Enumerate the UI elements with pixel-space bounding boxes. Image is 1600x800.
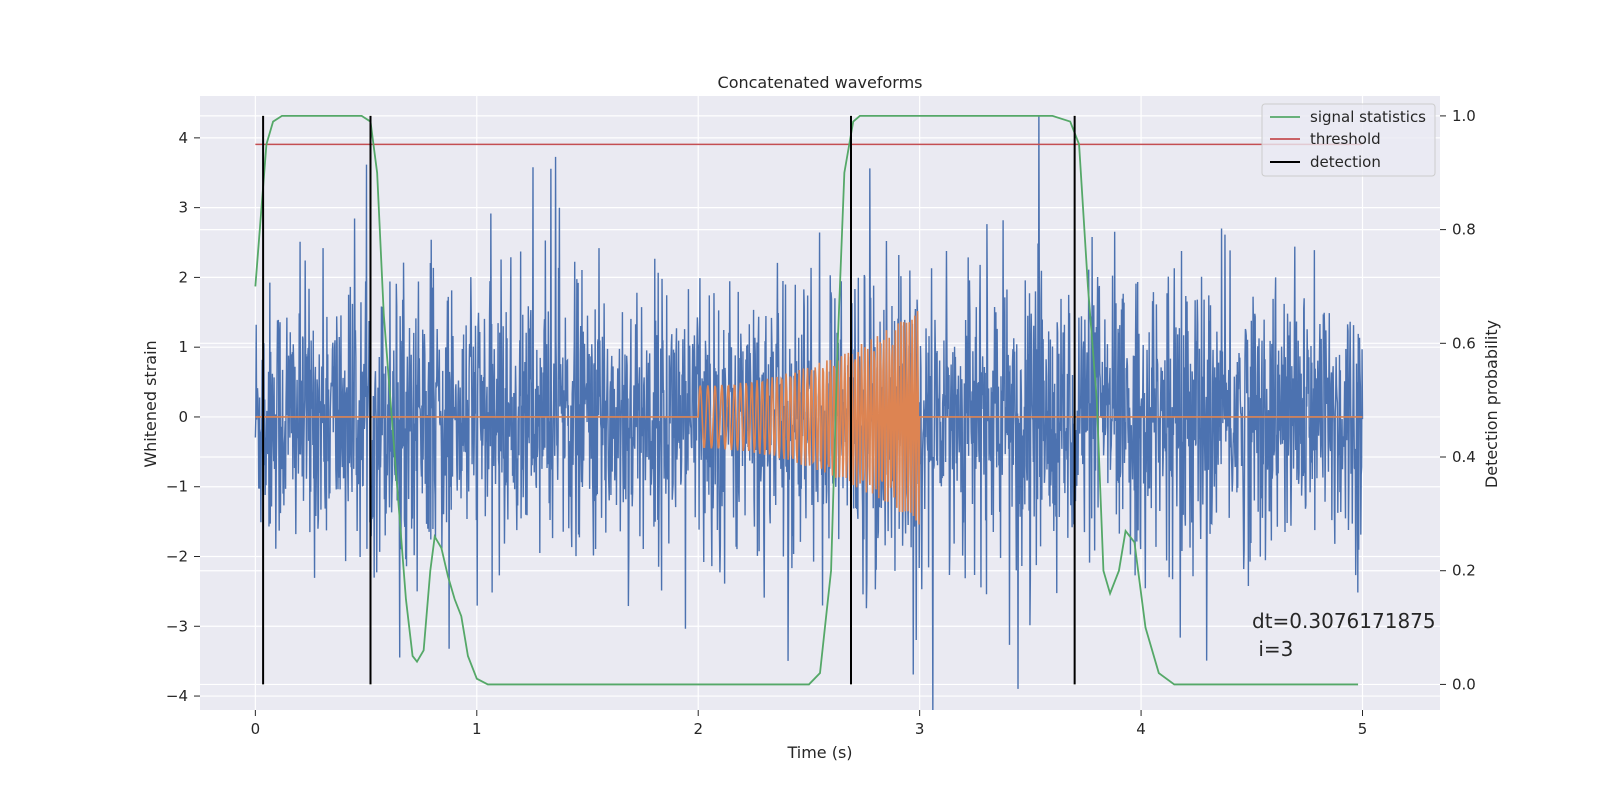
detection-series [262,115,1076,685]
x-tick-label: 5 [1358,720,1368,738]
y2-tick-label: 0.4 [1452,448,1476,466]
y-axis-ticks: −4 −3 −2 −1 0 1 2 3 4 [166,129,200,705]
dt-annotation: dt=0.3076171875 i=3 [1252,609,1436,661]
y-tick-label: 3 [178,199,188,217]
y-tick-label: 0 [178,408,188,426]
y2-tick-label: 0.2 [1452,562,1476,580]
y2-tick-label: 0.0 [1452,675,1476,693]
y-tick-label: −1 [166,478,188,496]
legend-label-threshold: threshold [1310,130,1381,148]
x-axis-label: Time (s) [786,743,852,762]
x-tick-label: 0 [251,720,261,738]
y-tick-label: 2 [178,268,188,286]
y-tick-label: 4 [178,129,188,147]
y2-tick-label: 0.8 [1452,221,1476,239]
whitened-strain-series [254,115,1364,710]
injected-chirp-series [255,311,1363,525]
annotation-i: i=3 [1252,637,1293,661]
x-tick-label: 3 [915,720,925,738]
y2-tick-label: 1.0 [1452,107,1476,125]
y-tick-label: −4 [166,687,188,705]
x-axis-ticks: 0 1 2 3 4 5 [251,710,1368,738]
y-tick-label: −2 [166,548,188,566]
legend-box [1261,103,1436,177]
x-tick-label: 4 [1136,720,1146,738]
y2-tick-label: 0.6 [1452,334,1476,352]
legend-label-detection: detection [1310,153,1381,171]
legend: signal statistics threshold detection [1261,103,1436,177]
y2-axis-label: Detection probability [1482,320,1501,488]
y-tick-label: 1 [178,338,188,356]
x-tick-label: 2 [693,720,703,738]
y2-axis-ticks: 0.0 0.2 0.4 0.6 0.8 1.0 [1440,107,1476,693]
annotation-dt: dt=0.3076171875 [1252,609,1436,633]
legend-label-signal-statistics: signal statistics [1310,108,1426,126]
signal-statistics-series [254,115,1359,686]
chart-title: Concatenated waveforms [718,73,923,92]
y-axis-label: Whitened strain [141,340,160,467]
x-tick-label: 1 [472,720,482,738]
y-tick-label: −3 [166,617,188,635]
